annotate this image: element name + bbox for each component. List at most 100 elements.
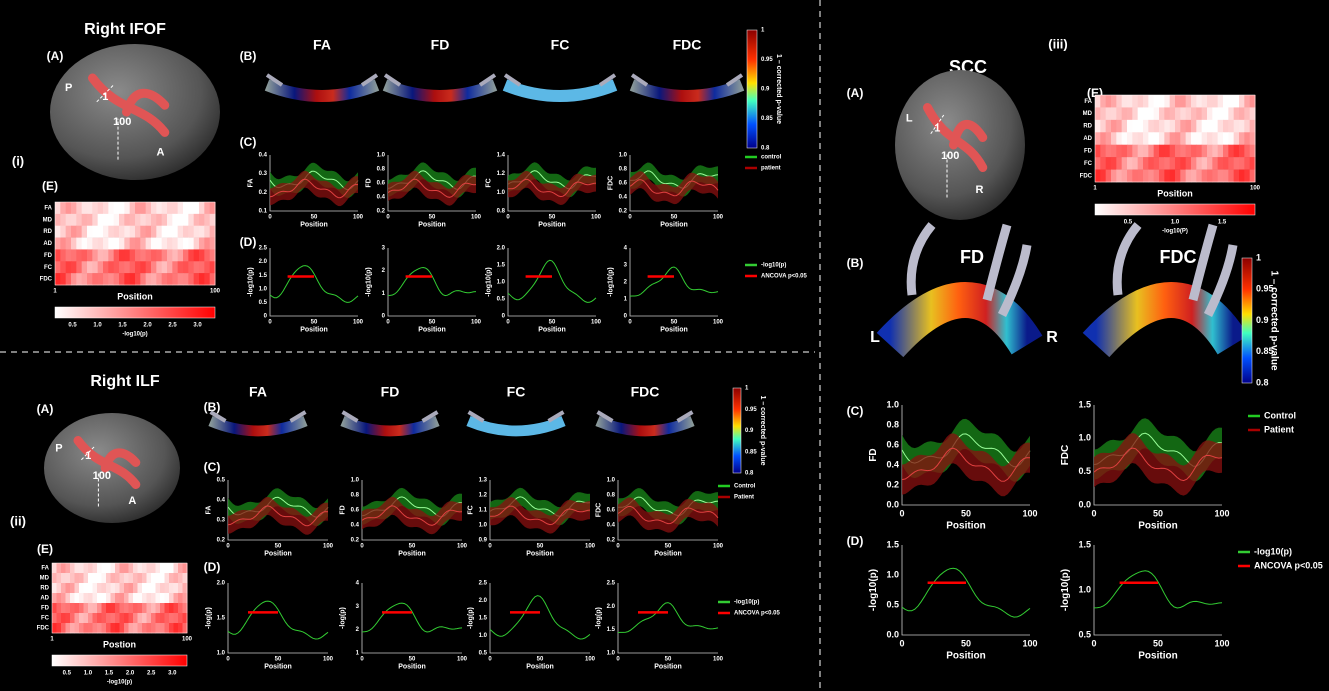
heatmap-cell xyxy=(1127,144,1133,158)
y-tick-label: 0.2 xyxy=(377,209,386,215)
heatmap-cell xyxy=(1127,132,1133,146)
heatmap-cell xyxy=(142,623,147,634)
heatmap-cell xyxy=(1212,144,1219,158)
heatmap-cell xyxy=(173,573,179,584)
heatmap-cell xyxy=(74,603,80,614)
heatmap-cell xyxy=(1249,169,1256,183)
heatmap-cell xyxy=(161,225,168,238)
heatmap-row-label: MD xyxy=(43,217,53,223)
heatmap-cell xyxy=(173,623,179,634)
y-tick-label: 1.2 xyxy=(497,171,506,177)
heatmap-cell xyxy=(79,623,84,634)
heatmap-cell xyxy=(97,202,104,215)
heatmap-cell xyxy=(188,213,195,227)
heatmap-cell xyxy=(199,237,205,250)
tract-fibers xyxy=(596,410,694,423)
y-tick-label: 1.0 xyxy=(1078,433,1091,443)
tract-image xyxy=(595,415,695,437)
heatmap-cell xyxy=(1132,169,1139,183)
p-colorbar-tick: 0.95 xyxy=(761,57,773,63)
heatmap-cell xyxy=(103,202,109,215)
heatmap-row-label: MD xyxy=(40,576,50,582)
y-tick-label: 0.9 xyxy=(479,538,488,544)
p-colorbar-tick: 0.8 xyxy=(745,471,754,477)
heatmap-cell xyxy=(87,261,93,274)
section-number: (iii) xyxy=(1048,36,1068,51)
tract-image xyxy=(876,282,1043,358)
y-tick-label: 0.2 xyxy=(619,209,628,215)
heatmap-cell xyxy=(106,583,111,594)
heatmap-cell xyxy=(52,563,57,574)
heatmap-cell xyxy=(1191,95,1197,108)
heatmap-cell xyxy=(1233,157,1240,170)
heatmap-cell xyxy=(52,593,57,604)
heatmap-cell xyxy=(137,623,143,634)
heatmap-cell xyxy=(81,273,88,286)
heatmap-cell xyxy=(209,213,216,227)
x-tick-label: 50 xyxy=(1153,638,1163,648)
y-tick-label: 0 xyxy=(382,314,386,320)
heatmap-cell xyxy=(83,573,89,584)
brain-label: P xyxy=(65,82,72,94)
band xyxy=(618,497,718,533)
heatmap-cell xyxy=(173,593,179,604)
y-tick-label: 0.4 xyxy=(217,498,226,504)
heatmap-cell xyxy=(115,563,120,574)
heatmap-cell xyxy=(142,593,147,604)
tract-fibers xyxy=(467,410,565,423)
x-tick-label: 0 xyxy=(1091,508,1096,518)
heatmap-cell xyxy=(167,273,173,286)
heatmap-cell xyxy=(140,273,147,286)
heatmap-cell xyxy=(1111,95,1117,108)
heatmap-cell xyxy=(1116,132,1123,146)
y-axis-label: -log10(p) xyxy=(1060,569,1071,611)
heatmap-cell xyxy=(1191,169,1197,183)
heatmap-cell xyxy=(1143,95,1149,108)
heatmap-cell xyxy=(1132,144,1139,158)
heatmap-cell xyxy=(70,593,75,604)
heatmap-cell xyxy=(1095,169,1101,183)
heatmap-cell xyxy=(1164,144,1171,158)
heatmap-cell xyxy=(1175,169,1181,183)
y-tick-label: 1.0 xyxy=(497,280,506,286)
heatmap-cell xyxy=(199,213,205,227)
heatmap-cell xyxy=(113,249,120,262)
x-tick-label: 100 xyxy=(457,544,468,550)
y-tick-label: 0.3 xyxy=(259,171,268,177)
x-axis-label: Position xyxy=(1138,650,1177,661)
heatmap-cell xyxy=(142,613,147,624)
heatmap-cell xyxy=(113,273,120,286)
heatmap-cell xyxy=(183,202,189,215)
y-tick-label: 0.5 xyxy=(1078,629,1091,639)
y-tick-label: 1.0 xyxy=(1078,584,1091,594)
heatmap-cell xyxy=(79,563,84,574)
y-tick-label: 1.5 xyxy=(497,263,506,269)
heatmap-cell xyxy=(1132,119,1139,133)
panel-label: (C) xyxy=(240,135,257,149)
x-axis-label: Position xyxy=(264,664,292,671)
heatmap-cell xyxy=(1217,132,1224,146)
heatmap-cell xyxy=(108,202,115,215)
heatmap-cell xyxy=(97,261,104,274)
y-axis-label: -log(p) xyxy=(596,607,603,629)
y-tick-label: 0.6 xyxy=(886,439,899,449)
metric-title: FD xyxy=(960,247,984,267)
y-tick-label: 0.4 xyxy=(351,523,360,529)
y-tick-label: 0.0 xyxy=(886,629,899,639)
heatmap-cell xyxy=(55,273,61,286)
heatmap-cell xyxy=(193,261,200,274)
brain-label: P xyxy=(55,443,62,455)
heatmap-cell xyxy=(146,593,152,604)
heatmap-cell xyxy=(1137,157,1144,170)
y-tick-label: 0.0 xyxy=(1078,499,1091,509)
heatmap-cell xyxy=(1100,95,1107,108)
heatmap-cell xyxy=(106,623,111,634)
x-tick-label: 100 xyxy=(1022,508,1037,518)
heatmap-cell xyxy=(97,213,104,227)
heatmap-cell xyxy=(129,273,136,286)
heatmap-cell xyxy=(76,213,83,227)
legend-label: -log10(p) xyxy=(761,263,786,269)
heatmap-colorbar xyxy=(1094,203,1256,216)
heatmap-cell xyxy=(108,237,115,250)
metric-title: FDC xyxy=(631,384,660,400)
